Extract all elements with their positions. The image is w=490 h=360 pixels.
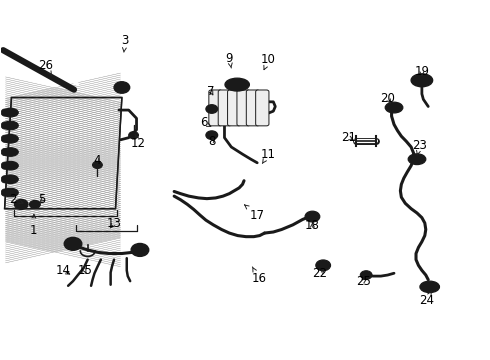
Ellipse shape: [225, 78, 249, 91]
Ellipse shape: [2, 134, 18, 143]
Text: 1: 1: [30, 214, 38, 237]
Circle shape: [391, 105, 397, 110]
FancyBboxPatch shape: [218, 90, 231, 126]
Text: 25: 25: [356, 275, 370, 288]
Ellipse shape: [2, 121, 18, 130]
Ellipse shape: [1, 176, 8, 183]
Circle shape: [129, 132, 139, 139]
Text: 23: 23: [413, 139, 427, 155]
Circle shape: [305, 211, 320, 222]
FancyBboxPatch shape: [227, 90, 241, 126]
FancyBboxPatch shape: [256, 90, 269, 126]
Circle shape: [206, 105, 218, 113]
Text: 26: 26: [38, 59, 53, 75]
Text: 9: 9: [225, 52, 233, 68]
Ellipse shape: [1, 135, 8, 142]
Ellipse shape: [1, 109, 8, 116]
Circle shape: [93, 161, 102, 168]
Ellipse shape: [1, 148, 8, 156]
Circle shape: [32, 203, 37, 206]
Ellipse shape: [2, 148, 18, 156]
Text: 3: 3: [122, 33, 129, 52]
Text: 19: 19: [415, 65, 429, 78]
Circle shape: [70, 241, 76, 246]
Circle shape: [310, 215, 316, 219]
Polygon shape: [4, 98, 122, 209]
Text: 11: 11: [261, 148, 276, 163]
Text: 13: 13: [107, 216, 122, 230]
Ellipse shape: [2, 108, 18, 117]
Ellipse shape: [230, 80, 245, 89]
Text: 15: 15: [77, 264, 92, 277]
Text: 16: 16: [251, 267, 266, 285]
Text: 18: 18: [305, 219, 320, 233]
Text: 17: 17: [245, 205, 265, 222]
FancyBboxPatch shape: [237, 90, 250, 126]
Text: 6: 6: [200, 116, 211, 129]
Ellipse shape: [408, 154, 426, 165]
Circle shape: [209, 134, 214, 137]
Circle shape: [206, 131, 218, 139]
FancyBboxPatch shape: [246, 90, 260, 126]
Text: 4: 4: [94, 154, 101, 167]
Ellipse shape: [420, 281, 440, 293]
Text: 8: 8: [208, 135, 216, 148]
Text: 7: 7: [207, 85, 215, 98]
Text: 2: 2: [9, 193, 23, 206]
Ellipse shape: [1, 162, 8, 169]
FancyBboxPatch shape: [209, 90, 222, 126]
Circle shape: [360, 271, 372, 279]
Ellipse shape: [411, 74, 433, 87]
Circle shape: [64, 237, 82, 250]
Ellipse shape: [1, 189, 8, 196]
Ellipse shape: [416, 77, 428, 84]
Circle shape: [118, 85, 126, 90]
Ellipse shape: [114, 82, 130, 93]
Text: 12: 12: [131, 134, 146, 150]
Text: 20: 20: [380, 92, 395, 105]
Text: 24: 24: [419, 291, 434, 307]
Circle shape: [320, 263, 326, 267]
Circle shape: [316, 260, 331, 271]
Circle shape: [426, 284, 434, 290]
Text: 22: 22: [312, 267, 327, 280]
Circle shape: [131, 243, 149, 256]
Text: 21: 21: [341, 131, 356, 144]
Circle shape: [18, 202, 24, 207]
Ellipse shape: [385, 102, 403, 113]
Circle shape: [137, 247, 144, 252]
Ellipse shape: [2, 161, 18, 170]
Text: 14: 14: [56, 264, 71, 277]
Ellipse shape: [1, 122, 8, 129]
Ellipse shape: [2, 175, 18, 184]
Circle shape: [209, 107, 214, 111]
Circle shape: [29, 201, 40, 208]
Ellipse shape: [2, 188, 18, 197]
Text: 5: 5: [39, 193, 46, 206]
Circle shape: [14, 199, 28, 210]
Circle shape: [414, 157, 420, 162]
Text: 10: 10: [261, 53, 276, 70]
